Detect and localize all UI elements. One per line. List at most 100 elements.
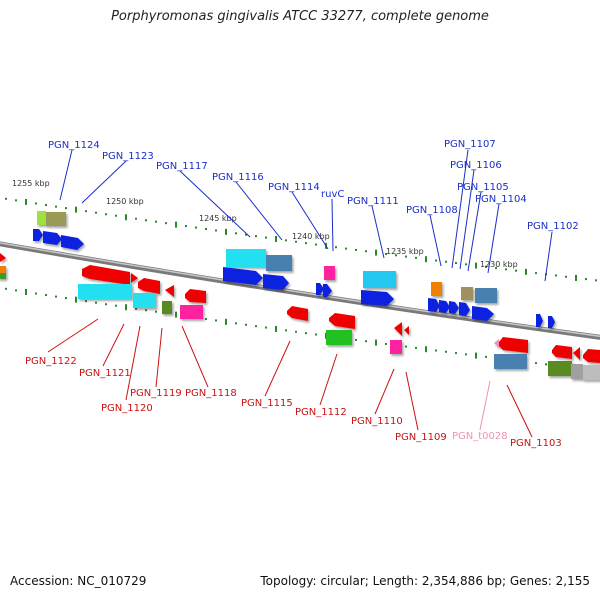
gene-shape xyxy=(0,253,6,262)
scale-label: 1235 kbp xyxy=(386,247,424,256)
gene-label[interactable]: PGN_1112 xyxy=(295,407,347,418)
gene-shape xyxy=(390,340,402,354)
tick-mark xyxy=(105,213,107,216)
tick-mark xyxy=(225,228,227,235)
gene-shape xyxy=(43,231,62,245)
tick-mark xyxy=(385,252,387,255)
gene-shape xyxy=(61,235,84,250)
tick-mark xyxy=(485,355,487,358)
gene-label[interactable]: PGN_1109 xyxy=(395,432,447,443)
gene-shape xyxy=(439,300,450,313)
gene-label[interactable]: PGN_1123 xyxy=(102,151,154,162)
gene-label[interactable]: PGN_1117 xyxy=(156,161,208,172)
gene-shape xyxy=(162,301,172,314)
gene-label[interactable]: PGN_1119 xyxy=(130,388,182,399)
gene-label[interactable]: PGN_1114 xyxy=(268,182,320,193)
gene-shape xyxy=(548,361,572,376)
tick-mark xyxy=(265,236,267,239)
tick-mark xyxy=(465,263,467,266)
scale-label: 1250 kbp xyxy=(106,197,144,206)
tick-mark xyxy=(435,259,437,262)
tick-mark xyxy=(235,232,237,235)
gene-label[interactable]: PGN_1110 xyxy=(351,416,403,427)
gene-shape xyxy=(552,345,572,359)
tick-mark xyxy=(465,353,467,356)
gene-label[interactable]: PGN_1105 xyxy=(457,182,509,193)
gene-label[interactable]: PGN_1107 xyxy=(444,139,496,150)
gene-label[interactable]: PGN_1102 xyxy=(527,221,579,232)
tick-mark xyxy=(315,333,317,336)
tick-mark xyxy=(205,228,207,231)
tick-mark xyxy=(415,346,417,349)
tick-mark xyxy=(75,206,77,213)
gene-label[interactable]: PGN_1120 xyxy=(101,403,153,414)
gene-label[interactable]: PGN_1106 xyxy=(450,160,502,171)
reverse-labels: PGN_1122 PGN_1121 PGN_1120 PGN_1119 PGN_… xyxy=(25,356,562,449)
tick-mark xyxy=(145,309,147,312)
gene-label[interactable]: PGN_1116 xyxy=(212,172,264,183)
tick-mark xyxy=(375,249,377,256)
gene-label[interactable]: PGN_1121 xyxy=(79,368,131,379)
tick-mark xyxy=(45,294,47,297)
tick-mark xyxy=(335,246,337,249)
tick-mark xyxy=(155,310,157,313)
tick-mark xyxy=(225,318,227,325)
tick-mark xyxy=(455,262,457,265)
accession-label: Accession: NC_010729 xyxy=(10,574,147,588)
gene-shape xyxy=(0,273,6,279)
tick-mark xyxy=(55,205,57,208)
gene-shape xyxy=(449,301,459,314)
tick-mark xyxy=(135,217,137,220)
gene-label[interactable]: PGN_t0028 xyxy=(452,431,508,442)
tick-mark xyxy=(555,274,557,277)
tick-mark xyxy=(235,322,237,325)
tick-mark xyxy=(395,254,397,257)
tick-mark xyxy=(265,326,267,329)
tick-mark xyxy=(65,207,67,210)
tick-mark xyxy=(415,256,417,259)
tick-mark xyxy=(245,233,247,236)
gene-shape xyxy=(138,278,160,294)
reverse-leaders xyxy=(47,318,533,438)
forward-labels: PGN_1124 PGN_1123 PGN_1117 PGN_1116 PGN_… xyxy=(48,139,579,232)
tick-mark xyxy=(125,304,127,311)
tick-mark xyxy=(15,289,17,292)
gene-label[interactable]: PGN_1111 xyxy=(347,196,399,207)
tick-mark xyxy=(565,275,567,278)
gene-shape xyxy=(548,316,555,328)
gene-shape xyxy=(82,265,130,285)
forward-leaders xyxy=(59,149,553,282)
tick-mark xyxy=(175,221,177,228)
gene-label[interactable]: PGN_1115 xyxy=(241,398,293,409)
gene-label[interactable]: ruvC xyxy=(321,189,344,200)
tick-mark xyxy=(145,219,147,222)
tick-mark xyxy=(155,220,157,223)
gene-shape xyxy=(37,211,46,218)
tick-mark xyxy=(595,279,597,282)
gene-shape xyxy=(324,266,335,280)
gene-shape xyxy=(180,305,203,319)
tick-mark xyxy=(15,199,17,202)
gene-shape xyxy=(431,282,442,296)
tick-mark xyxy=(355,248,357,251)
gene-label[interactable]: PGN_1124 xyxy=(48,140,100,151)
scale-label: 1230 kbp xyxy=(480,260,518,269)
tick-mark xyxy=(95,301,97,304)
gene-label[interactable]: PGN_1104 xyxy=(475,194,527,205)
gene-shape xyxy=(428,298,440,312)
tick-mark xyxy=(305,332,307,335)
scale-labels: 1255 kbp 1250 kbp 1245 kbp 1240 kbp 1235… xyxy=(12,179,518,269)
gene-label[interactable]: PGN_1122 xyxy=(25,356,77,367)
gene-shape xyxy=(78,284,132,299)
tick-mark xyxy=(405,255,407,258)
gene-label[interactable]: PGN_1103 xyxy=(510,438,562,449)
tick-mark xyxy=(85,210,87,213)
scale-label: 1245 kbp xyxy=(199,214,237,223)
gene-label[interactable]: PGN_1118 xyxy=(185,388,237,399)
gene-label[interactable]: PGN_1108 xyxy=(406,205,458,216)
gene-shape xyxy=(361,290,394,306)
tick-mark xyxy=(215,319,217,322)
gene-shape xyxy=(326,330,352,345)
tick-mark xyxy=(95,211,97,214)
tick-mark xyxy=(575,274,577,281)
